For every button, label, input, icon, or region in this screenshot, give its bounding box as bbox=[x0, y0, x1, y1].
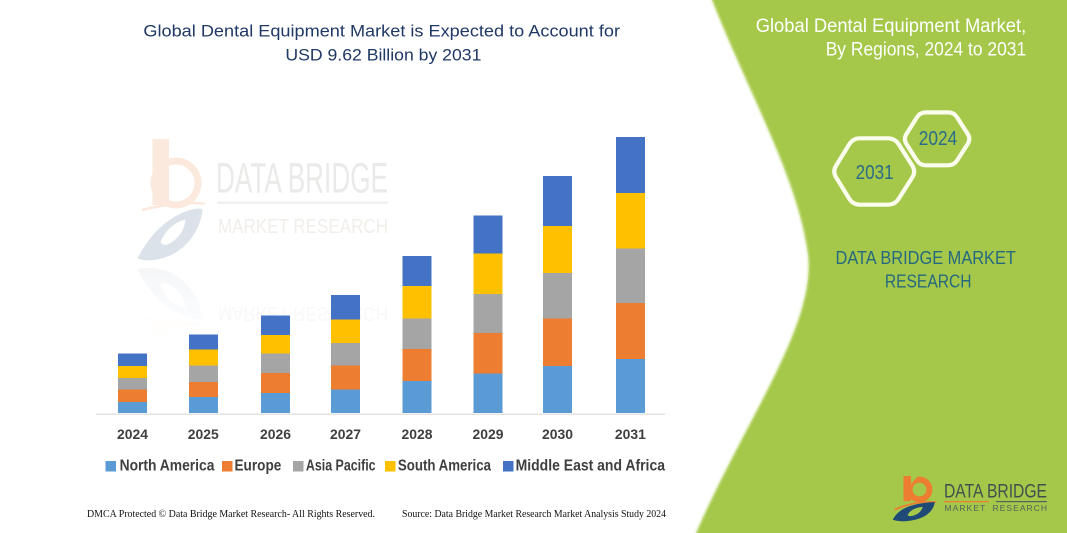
svg-text:DMCA Protected © Data Bridge M: DMCA Protected © Data Bridge Market Rese… bbox=[87, 509, 375, 520]
svg-text:Europe: Europe bbox=[235, 458, 282, 475]
svg-text:2030: 2030 bbox=[542, 426, 573, 442]
svg-text:Asia Pacific: Asia Pacific bbox=[306, 458, 376, 475]
svg-text:North America: North America bbox=[120, 458, 215, 475]
svg-text:2026: 2026 bbox=[260, 426, 291, 442]
svg-text:DATA BRIDGE MARKET: DATA BRIDGE MARKET bbox=[836, 247, 1016, 268]
svg-text:USD 9.62 Billion by 2031: USD 9.62 Billion by 2031 bbox=[285, 45, 481, 64]
svg-text:2031: 2031 bbox=[615, 426, 646, 442]
svg-text:By Regions, 2024 to 2031: By Regions, 2024 to 2031 bbox=[826, 40, 1027, 61]
svg-text:2027: 2027 bbox=[330, 426, 361, 442]
svg-text:Source: Data Bridge Market Res: Source: Data Bridge Market Research Mark… bbox=[402, 509, 667, 520]
svg-text:MARKET RESEARCH: MARKET RESEARCH bbox=[945, 503, 1049, 513]
svg-text:RESEARCH: RESEARCH bbox=[885, 271, 972, 292]
svg-text:MARKET RESEARCH: MARKET RESEARCH bbox=[218, 302, 388, 325]
svg-text:2025: 2025 bbox=[188, 426, 219, 442]
svg-text:2024: 2024 bbox=[117, 426, 148, 442]
svg-text:South America: South America bbox=[398, 458, 491, 475]
svg-text:DATA BRIDGE: DATA BRIDGE bbox=[216, 155, 388, 203]
svg-text:2024: 2024 bbox=[919, 128, 957, 150]
svg-text:Global Dental Equipment Market: Global Dental Equipment Market, bbox=[756, 16, 1027, 37]
svg-text:Middle East and Africa: Middle East and Africa bbox=[516, 458, 666, 475]
svg-text:DATA BRIDGE: DATA BRIDGE bbox=[944, 482, 1047, 503]
svg-text:2031: 2031 bbox=[856, 162, 894, 184]
svg-text:MARKET RESEARCH: MARKET RESEARCH bbox=[218, 215, 388, 238]
svg-text:2029: 2029 bbox=[473, 426, 504, 442]
svg-text:Global Dental Equipment Market: Global Dental Equipment Market is Expect… bbox=[143, 21, 620, 40]
svg-text:2028: 2028 bbox=[402, 426, 433, 442]
